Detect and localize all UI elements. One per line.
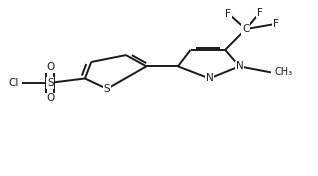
Text: S: S: [104, 84, 110, 94]
Text: N: N: [205, 73, 213, 83]
Text: O: O: [46, 93, 54, 103]
Text: C: C: [242, 24, 249, 34]
Text: Cl: Cl: [8, 78, 19, 88]
Text: F: F: [273, 19, 279, 29]
Text: CH₃: CH₃: [274, 67, 292, 77]
Text: F: F: [257, 8, 263, 18]
Text: N: N: [236, 61, 243, 71]
Text: S: S: [47, 78, 53, 88]
Text: O: O: [46, 62, 54, 72]
Text: F: F: [225, 8, 231, 18]
